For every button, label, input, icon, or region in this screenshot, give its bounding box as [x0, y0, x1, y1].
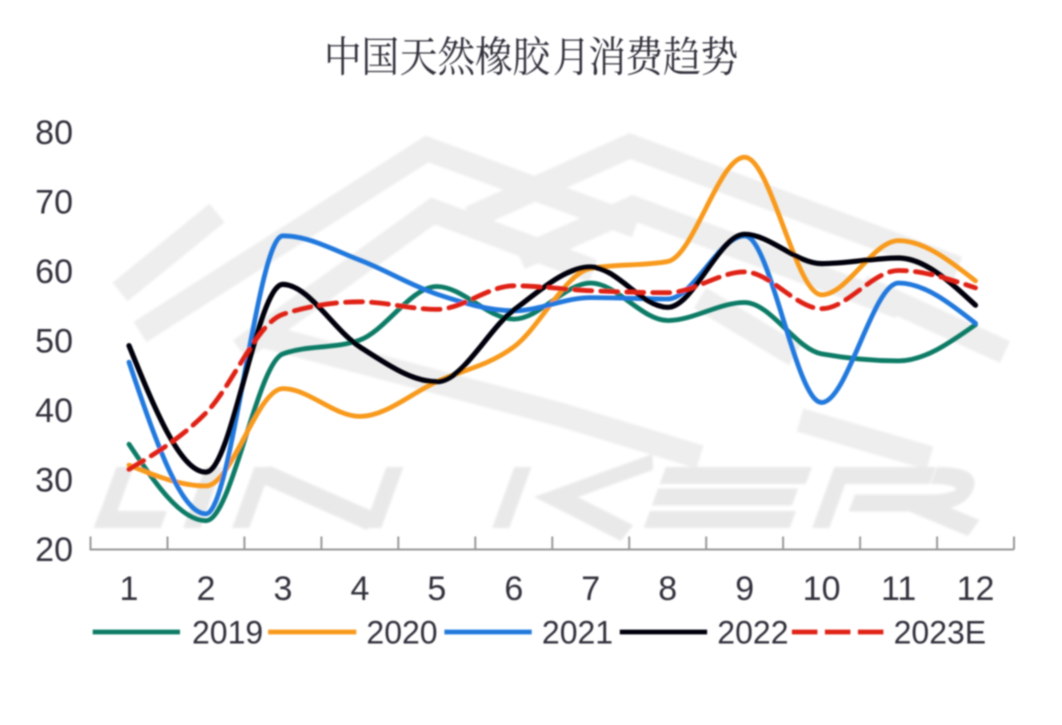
svg-text:70: 70 [35, 184, 73, 222]
svg-text:2023E: 2023E [894, 615, 987, 651]
svg-text:20: 20 [35, 531, 73, 569]
svg-text:40: 40 [35, 392, 73, 430]
svg-text:5: 5 [427, 570, 446, 608]
svg-text:9: 9 [735, 570, 754, 608]
svg-text:10: 10 [803, 570, 841, 608]
svg-text:30: 30 [35, 462, 73, 500]
svg-text:2020: 2020 [366, 615, 437, 651]
svg-text:2: 2 [196, 570, 215, 608]
svg-text:8: 8 [658, 570, 677, 608]
svg-text:80: 80 [35, 114, 73, 152]
svg-text:2021: 2021 [542, 615, 613, 651]
svg-text:6: 6 [504, 570, 523, 608]
svg-text:50: 50 [35, 323, 73, 361]
svg-text:2022: 2022 [717, 615, 788, 651]
svg-text:7: 7 [581, 570, 600, 608]
svg-text:11: 11 [881, 570, 916, 608]
svg-text:4: 4 [350, 570, 369, 608]
svg-text:2019: 2019 [192, 615, 263, 651]
svg-text:12: 12 [957, 570, 995, 608]
svg-text:60: 60 [35, 253, 73, 291]
svg-text:1: 1 [120, 570, 139, 608]
svg-text:3: 3 [273, 570, 292, 608]
